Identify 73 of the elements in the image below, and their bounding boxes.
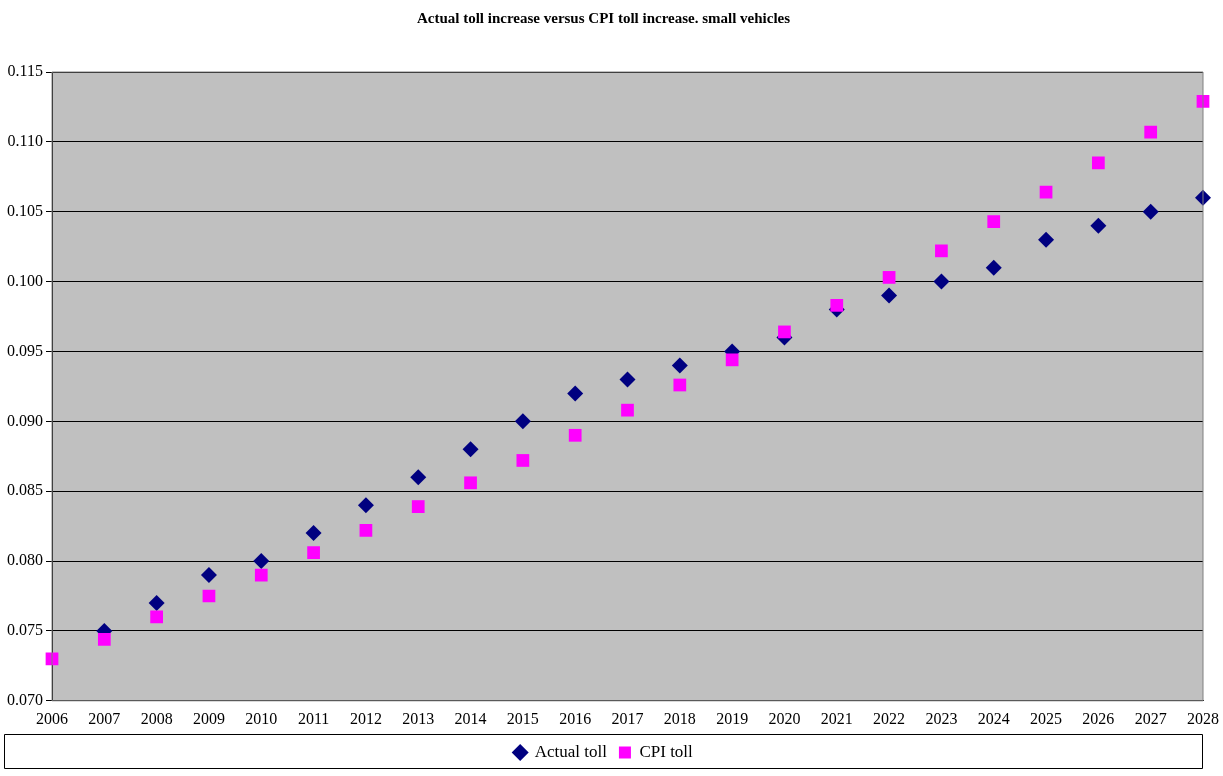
y-tick-label: 0.070: [7, 691, 43, 708]
x-tick-label: 2028: [1187, 709, 1219, 727]
point: [410, 469, 427, 486]
point: [935, 244, 948, 258]
point: [253, 553, 270, 570]
point: [1038, 231, 1055, 248]
point: [882, 271, 896, 284]
y-tick-label: 0.090: [7, 411, 43, 429]
x-tick-label: 2013: [402, 709, 435, 727]
point: [568, 428, 582, 442]
y-tick-label: 0.110: [7, 132, 43, 150]
y-tick-label: 0.095: [7, 341, 43, 359]
x-tick-label: 2023: [925, 709, 958, 727]
point: [305, 525, 322, 542]
x-tick-label: 2007: [88, 709, 121, 727]
y-tick-label: 0.115: [7, 62, 43, 80]
y-tick-label: 0.085: [7, 481, 43, 499]
x-tick-label: 2012: [349, 709, 382, 727]
x-tick-label: 2019: [716, 709, 749, 727]
point: [464, 476, 477, 490]
point: [514, 413, 531, 430]
point: [933, 273, 950, 290]
point: [778, 325, 791, 339]
x-tick-label: 2021: [820, 709, 853, 727]
chart-title: Actual toll increase versus CPI toll increase. small vehicles: [416, 9, 791, 26]
point: [1092, 156, 1105, 170]
x-tick-label: 2011: [297, 709, 330, 727]
x-tick-label: 2014: [454, 709, 487, 727]
x-tick-label: 2025: [1030, 709, 1063, 727]
point: [148, 594, 165, 611]
point: [671, 357, 688, 374]
y-tick-label: 0.105: [7, 201, 43, 219]
point: [150, 610, 163, 624]
legend-label: CPI toll: [639, 741, 694, 761]
point: [619, 371, 636, 388]
x-tick-label: 2024: [977, 709, 1010, 727]
point: [516, 454, 530, 467]
y-tick-label: 0.100: [7, 271, 43, 289]
x-tick-label: 2010: [245, 709, 278, 727]
point: [567, 385, 584, 402]
x-tick-label: 2008: [140, 709, 173, 727]
x-tick-label: 2017: [611, 709, 644, 727]
y-tick-label: 0.080: [7, 551, 43, 569]
x-tick-label: 2026: [1082, 709, 1115, 727]
legend-label: Actual toll: [534, 741, 608, 761]
point: [830, 298, 844, 312]
point: [1039, 185, 1053, 199]
point: [881, 287, 898, 304]
point: [200, 567, 217, 584]
point: [254, 568, 268, 582]
point: [1142, 203, 1159, 220]
point: [985, 259, 1002, 276]
x-tick-label: 2027: [1134, 709, 1167, 727]
point: [673, 378, 687, 392]
point: [621, 403, 634, 417]
x-tick-label: 2022: [873, 709, 906, 727]
point: [97, 632, 111, 646]
point: [1144, 125, 1158, 139]
x-tick-label: 2006: [36, 709, 68, 727]
point: [411, 500, 425, 513]
x-tick-label: 2009: [192, 709, 225, 727]
point: [462, 441, 479, 458]
x-tick-label: 2018: [663, 709, 696, 727]
y-tick-label: 0.075: [7, 621, 43, 639]
x-tick-label: 2016: [559, 709, 592, 727]
point: [359, 523, 373, 537]
x-tick-label: 2020: [768, 709, 801, 727]
point: [1090, 217, 1107, 234]
x-tick-label: 2015: [506, 709, 539, 727]
point: [307, 546, 320, 560]
point: [725, 353, 739, 367]
point: [987, 215, 1001, 228]
point: [357, 497, 374, 514]
